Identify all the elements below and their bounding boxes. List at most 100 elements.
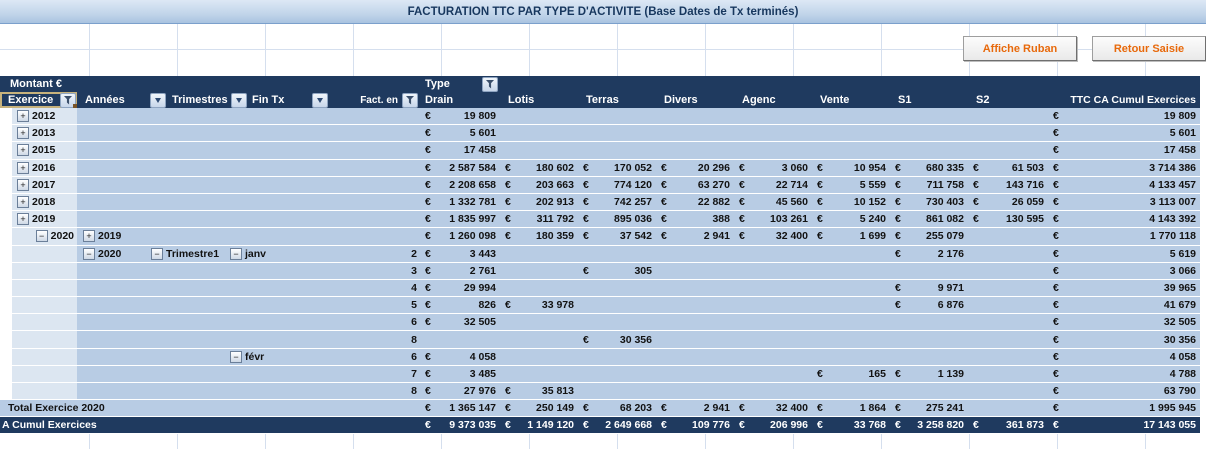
page-title: FACTURATION TTC PAR TYPE D'ACTIVITE (Bas…: [407, 5, 799, 18]
cell-vente: €5 240: [812, 211, 890, 228]
annees-dropdown-button[interactable]: [150, 92, 166, 108]
cell-value: 3 066: [1169, 264, 1196, 277]
cell-trimestres: [151, 193, 230, 211]
euro-symbol: €: [505, 385, 511, 398]
collapse-box-icon[interactable]: −: [83, 247, 95, 260]
affiche-ruban-button[interactable]: Affiche Ruban: [963, 36, 1077, 61]
cell-lotis: €180 359: [500, 228, 578, 245]
cell-agenc: [734, 262, 812, 279]
cell-value: 202 913: [536, 196, 574, 209]
cell-fact-en: [330, 108, 420, 125]
table-row: 6 €32 505 €32 505: [0, 314, 1200, 332]
euro-symbol: €: [425, 385, 431, 398]
euro-symbol: €: [425, 402, 431, 415]
column-header-fin-tx[interactable]: Fin Tx: [248, 92, 330, 108]
cell-s2: [968, 262, 1048, 279]
table-row: −2020− Trimestre1− janv 2 €3 443 €2 176 €5 619: [0, 245, 1200, 263]
cell-exercice: +2017: [12, 176, 77, 193]
cell-agenc: €103 261: [734, 211, 812, 228]
euro-symbol: €: [739, 178, 745, 191]
collapse-box-icon[interactable]: −: [230, 350, 242, 363]
cell-value: 1 260 098: [449, 230, 496, 243]
cell-exercice-label: 2013: [32, 127, 56, 140]
expand-box-icon[interactable]: +: [17, 213, 29, 226]
expand-box-icon[interactable]: +: [17, 178, 29, 191]
retour-saisie-button[interactable]: Retour Saisie: [1092, 36, 1206, 61]
fact-en-filter-button[interactable]: [402, 92, 418, 108]
cell-fin-tx: [230, 365, 330, 382]
cell-agenc: [734, 279, 812, 297]
collapse-box-icon[interactable]: −: [230, 247, 242, 260]
cell-s1: [890, 125, 968, 142]
cell-exercice-label: 2020: [50, 230, 74, 243]
cell-lotis: €250 149: [500, 400, 578, 417]
cell-value: 180 359: [536, 230, 574, 243]
cell-vente: [812, 108, 890, 125]
euro-symbol: €: [1053, 213, 1059, 226]
cell-exercice: [12, 262, 77, 279]
euro-symbol: €: [895, 213, 901, 226]
euro-symbol: €: [739, 230, 745, 243]
expand-box-icon[interactable]: +: [17, 196, 29, 209]
exercice-filter-button[interactable]: [60, 92, 76, 108]
cell-s1: €3 258 820: [890, 417, 968, 434]
collapse-box-icon[interactable]: −: [151, 247, 163, 260]
euro-symbol: €: [661, 402, 667, 415]
cell-value: 711 758: [926, 178, 964, 191]
euro-symbol: €: [425, 161, 431, 174]
cell-value: 3 113 007: [1149, 196, 1196, 209]
cell-fin-tx: [230, 125, 330, 142]
euro-symbol: €: [505, 213, 511, 226]
cell-value: 63 790: [1163, 385, 1196, 398]
row-gutter: [0, 142, 12, 159]
cell-ttc: €1 995 945: [1048, 400, 1200, 417]
cell-s1: [890, 331, 968, 348]
euro-symbol: €: [425, 127, 431, 140]
cell-value: 4 058: [1169, 350, 1196, 363]
column-header-trimestres[interactable]: Trimestres: [168, 92, 248, 108]
fin-tx-dropdown-button[interactable]: [312, 92, 328, 108]
expand-box-icon[interactable]: +: [17, 161, 29, 174]
cell-value: 37 542: [619, 230, 652, 243]
cell-divers: €109 776: [656, 417, 734, 434]
cell-value: 20 296: [697, 161, 730, 174]
cell-value: 6 876: [937, 299, 964, 312]
cell-agenc: €22 714: [734, 176, 812, 193]
euro-symbol: €: [895, 367, 901, 380]
type-filter-button[interactable]: [482, 76, 498, 92]
trimestres-dropdown-button[interactable]: [231, 92, 247, 108]
cell-agenc: [734, 365, 812, 382]
expand-box-icon[interactable]: +: [17, 110, 29, 123]
cell-ttc: €3 714 386: [1048, 159, 1200, 176]
cell-fin-tx-label: janv: [245, 247, 267, 260]
column-header-s1: S1: [898, 94, 912, 106]
cell-fact-en: [330, 142, 420, 159]
cell-value: 4 058: [469, 350, 496, 363]
cell-lotis: [500, 331, 578, 348]
cell-fin-tx: [230, 331, 330, 348]
euro-symbol: €: [425, 419, 431, 432]
cell-agenc: €206 996: [734, 417, 812, 434]
collapse-box-icon[interactable]: −: [35, 230, 48, 243]
cell-drain: €1 835 997: [420, 211, 500, 228]
expand-box-icon[interactable]: +: [17, 144, 29, 157]
column-header-s2: S2: [976, 94, 990, 106]
expand-box-icon[interactable]: +: [17, 127, 29, 140]
euro-symbol: €: [661, 213, 667, 226]
column-header-exercice[interactable]: Exercice: [0, 92, 77, 108]
cell-s1: €9 971: [890, 279, 968, 297]
cell-terras: [578, 297, 656, 314]
cell-s2: [968, 228, 1048, 245]
cell-value: 4 133 457: [1149, 178, 1196, 191]
cell-value: 10 152: [853, 196, 886, 209]
cell-value: 1 365 147: [449, 402, 496, 415]
table-row: 8 €30 356 €30 356: [0, 331, 1200, 349]
cell-annees: [77, 108, 151, 125]
montant-label: Montant €: [10, 78, 62, 90]
cell-s2: €143 716: [968, 176, 1048, 193]
cell-exercice: [12, 245, 77, 262]
column-header-annees[interactable]: Années: [77, 92, 168, 108]
expand-box-icon[interactable]: +: [83, 230, 95, 243]
column-header-fact-en[interactable]: Fact. en: [330, 92, 420, 108]
euro-symbol: €: [661, 230, 667, 243]
